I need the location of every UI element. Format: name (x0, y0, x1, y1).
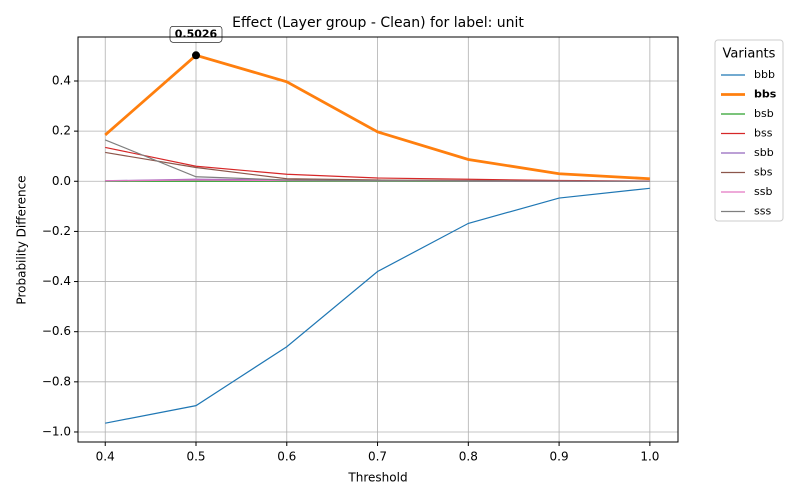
legend-box (714, 39, 784, 222)
series-line (105, 139, 650, 182)
y-tick-label: −0.6 (42, 324, 71, 338)
y-tick-label: −0.8 (42, 374, 71, 388)
legend-title: Variants (723, 47, 776, 62)
legend-label: bbs (754, 88, 777, 101)
x-tick-label: 0.5 (186, 450, 205, 464)
y-tick-label: −1.0 (42, 424, 71, 438)
annotation-box (169, 25, 223, 43)
peak-marker (192, 51, 201, 60)
y-tick-label: 0.2 (52, 124, 71, 138)
x-tick-label: 0.4 (96, 450, 115, 464)
y-tick-label: 0.4 (52, 73, 71, 87)
x-tick-label: 1.0 (640, 450, 659, 464)
legend-label: sbb (754, 146, 774, 159)
plot-frame (77, 36, 679, 443)
legend-label: bss (754, 127, 773, 140)
x-tick-label: 0.6 (277, 450, 296, 464)
x-tick-label: 0.8 (459, 450, 478, 464)
x-axis-label: Threshold (347, 471, 407, 485)
data-label: 0.5026 (175, 27, 218, 40)
series-line (105, 187, 650, 424)
legend-label: bsb (754, 107, 774, 120)
legend-label: bbb (754, 68, 775, 81)
x-tick-label: 0.7 (368, 450, 387, 464)
chart-title: Effect (Layer group - Clean) for label: … (232, 15, 524, 31)
x-tick-label: 0.9 (550, 450, 569, 464)
y-axis-label: Probability Difference (15, 175, 29, 304)
y-tick-label: 0.0 (52, 174, 71, 188)
legend-label: sbs (754, 166, 773, 179)
y-tick-label: −0.2 (42, 224, 71, 238)
y-tick-label: −0.4 (42, 274, 71, 288)
legend-label: ssb (754, 185, 772, 198)
legend-label: sss (754, 205, 771, 218)
